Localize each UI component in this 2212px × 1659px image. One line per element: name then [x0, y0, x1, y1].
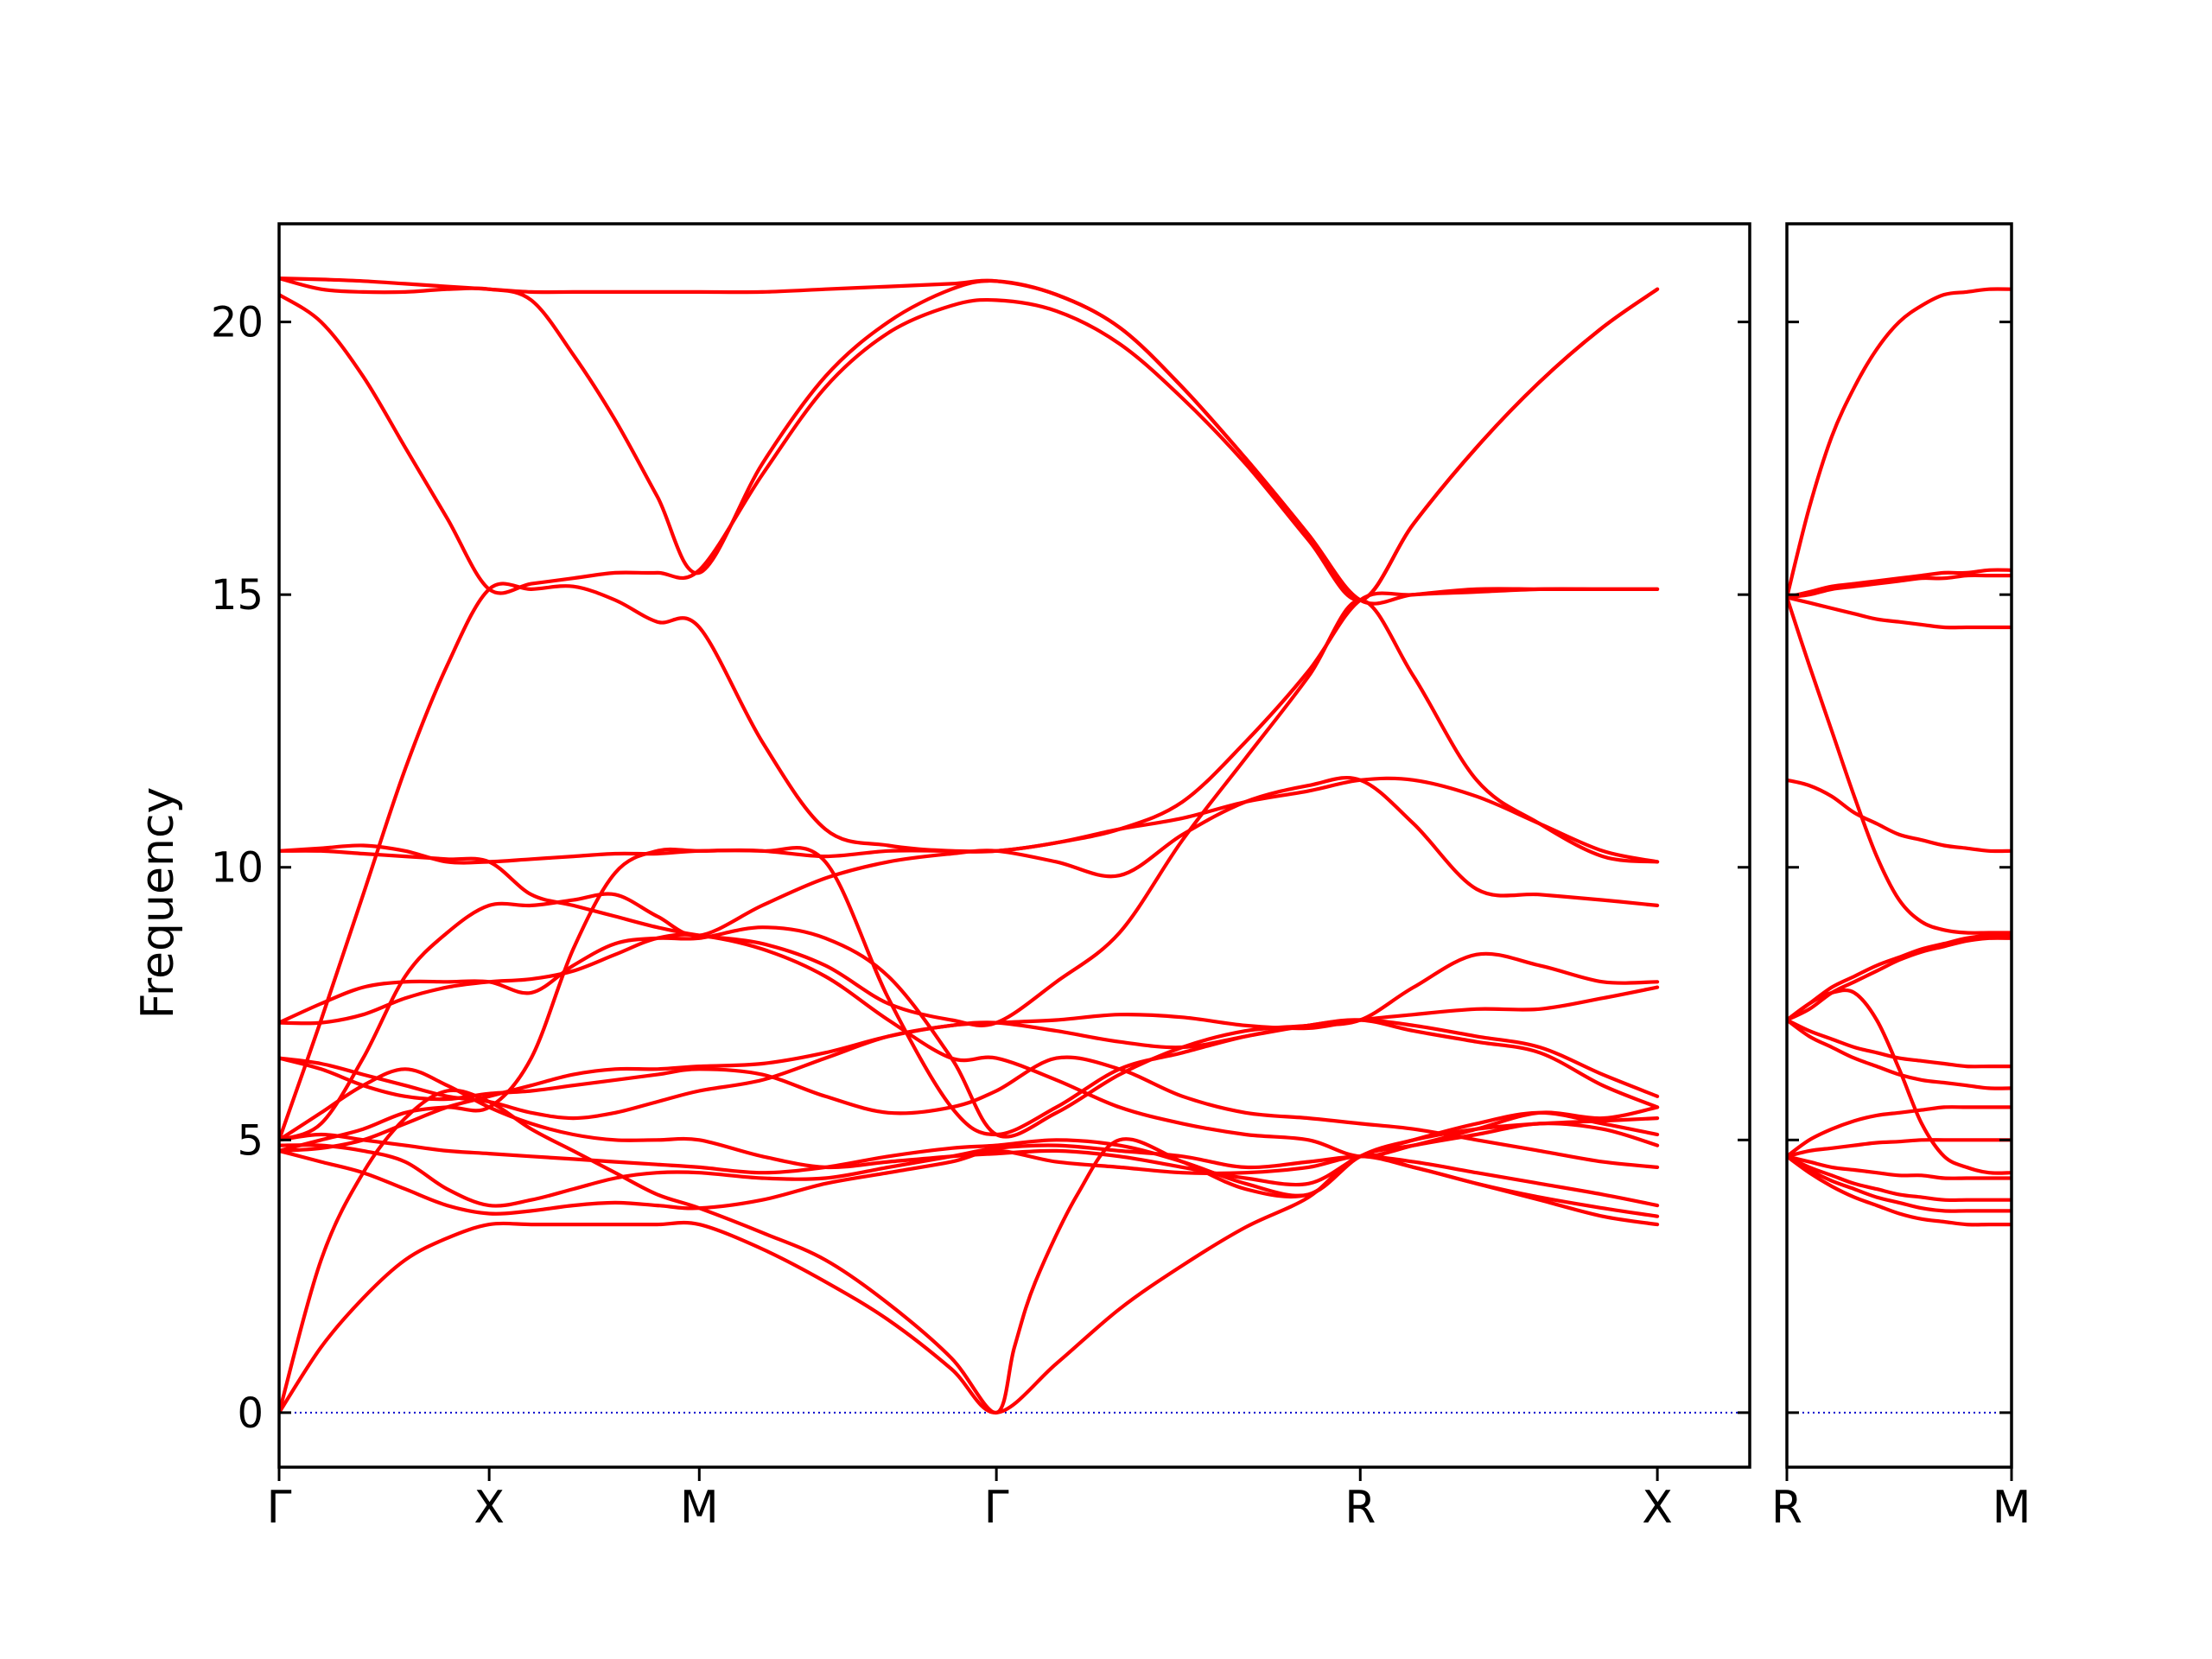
panel1-band-13	[279, 776, 1660, 1142]
panel1-band-3	[279, 1148, 1660, 1218]
panel2-xtick-label: M	[1993, 1482, 2031, 1534]
panel2-band-2	[1787, 568, 2012, 600]
panel2-band-17	[1787, 1154, 2012, 1227]
panel2-band-1	[1787, 287, 2012, 600]
panel1-band-19	[279, 276, 1660, 606]
panel2-band-4	[1787, 595, 2012, 630]
panel1-band-11	[279, 925, 1660, 1139]
panel2-band-10	[1787, 1018, 2012, 1069]
panel1-band-8	[279, 1067, 1660, 1187]
ytick-label: 0	[237, 1389, 264, 1438]
panel2-band-5	[1787, 595, 2012, 935]
panel2-band-13	[1787, 1138, 2012, 1159]
panel2-band-3	[1787, 573, 2012, 600]
panel1-xtick-label: X	[1642, 1482, 1673, 1534]
panel2-band-11	[1787, 1018, 2012, 1090]
ytick-label: 5	[237, 1116, 264, 1165]
panel2-xtick-label: R	[1771, 1482, 1802, 1534]
panel1-band-9	[279, 1055, 1660, 1169]
panel2-band-15	[1787, 1154, 2012, 1203]
panel1-xtick-label: R	[1344, 1482, 1376, 1534]
ytick-label: 10	[211, 844, 264, 893]
panel-side-frame	[1785, 222, 2013, 1469]
panel2-band-16	[1787, 1154, 2012, 1213]
panel1-band-10	[279, 932, 1660, 1159]
y-axis-label: Frequency	[132, 787, 184, 1020]
panel1-xtick-label: X	[474, 1482, 505, 1534]
ytick-label: 15	[211, 571, 264, 620]
panel2-band-14	[1787, 1154, 2012, 1180]
panel2-band-6	[1787, 778, 2012, 854]
panel-main-frame	[277, 222, 1751, 1469]
panel1-xtick-label: M	[680, 1482, 719, 1534]
panel2-band-12	[1787, 1105, 2012, 1159]
panel1-xtick-label: Γ	[267, 1482, 292, 1534]
panel1-band-12	[279, 846, 1660, 1153]
panel1-xtick-label: Γ	[984, 1482, 1009, 1534]
ytick-label: 20	[211, 299, 264, 347]
band-panel-main: 0 5 10 15 20 Γ X M Γ R X	[211, 222, 1751, 1534]
panel1-band-4	[279, 1143, 1660, 1208]
panel2-band-8	[1787, 933, 2012, 1022]
panel2-band-9	[1787, 936, 2012, 1022]
panel1-band-15	[279, 776, 1660, 865]
